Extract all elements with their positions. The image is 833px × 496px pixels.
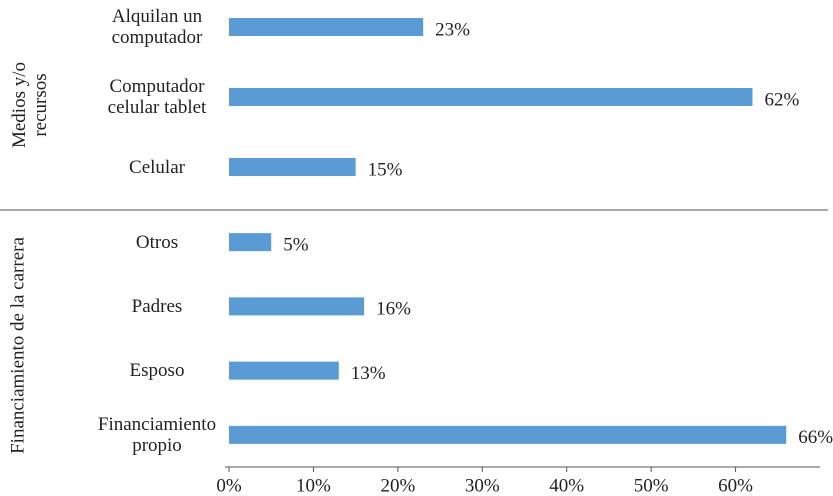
- category-label: Otros: [135, 231, 179, 253]
- x-tick-label: 60%: [718, 475, 753, 496]
- bar: [229, 233, 272, 252]
- bar: [229, 297, 365, 316]
- x-tick-label: 10%: [296, 475, 331, 496]
- bar: [229, 88, 753, 106]
- bar: [229, 18, 424, 36]
- value-label: 15%: [368, 159, 403, 180]
- category-label: Esposo: [129, 360, 185, 382]
- value-label: 5%: [283, 234, 309, 255]
- bar: [229, 425, 787, 444]
- x-tick-label: 30%: [465, 475, 500, 496]
- value-label: 62%: [764, 89, 799, 110]
- category-label: Celular: [129, 156, 185, 178]
- category-label: Computador celular tablet: [107, 76, 207, 118]
- category-label: Alquilan un computador: [111, 6, 203, 48]
- bar: [229, 158, 356, 176]
- value-label: 16%: [376, 299, 411, 320]
- group-label: Medios y/o recursos: [9, 61, 51, 149]
- bar: [229, 361, 339, 380]
- x-tick-label: 20%: [380, 475, 415, 496]
- value-label: 66%: [798, 427, 833, 448]
- value-label: 13%: [351, 363, 386, 384]
- x-tick-label: 40%: [549, 475, 584, 496]
- group-label: Financiamiento de la carrera: [7, 236, 29, 454]
- x-tick-label: 0%: [216, 475, 242, 496]
- category-label: Padres: [131, 295, 183, 317]
- category-label: Financiamiento propio: [97, 413, 217, 456]
- value-label: 23%: [435, 19, 470, 40]
- x-tick-label: 50%: [634, 475, 669, 496]
